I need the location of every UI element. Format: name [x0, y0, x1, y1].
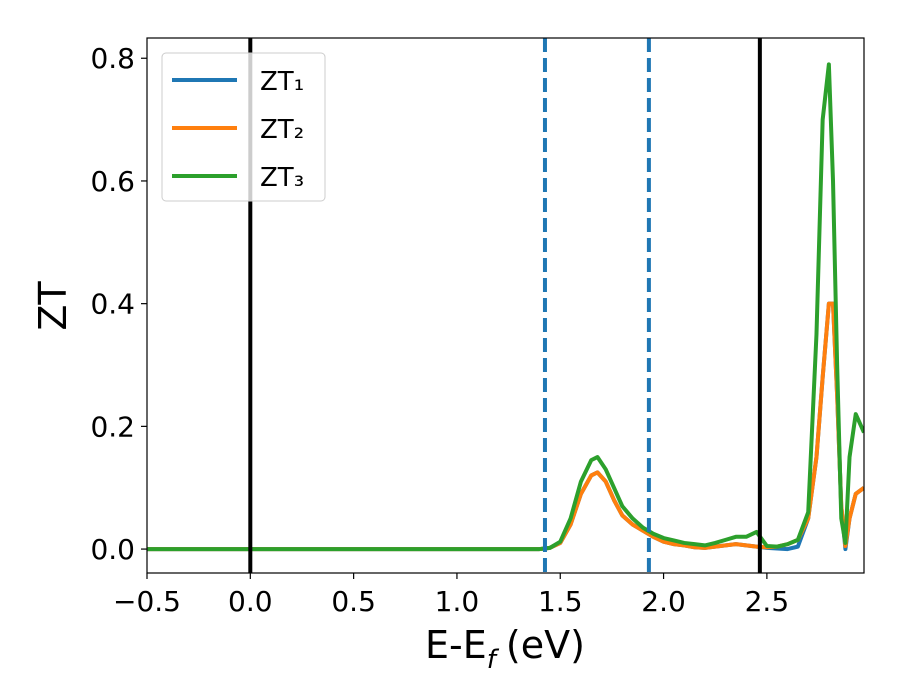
- x-label-unit: (eV): [506, 623, 585, 667]
- legend-label: ZT₁: [260, 67, 304, 97]
- x-tick-label: −0.5: [113, 585, 181, 618]
- x-tick-label: 1.5: [538, 585, 583, 618]
- y-tick-label: 0.6: [90, 165, 135, 198]
- y-tick-label: 0.4: [90, 288, 135, 321]
- x-axis-label: E-Ef (eV): [425, 623, 585, 675]
- x-tick-label: 2.5: [745, 585, 790, 618]
- x-tick-label: 0.5: [331, 585, 376, 618]
- legend-box: [161, 52, 326, 202]
- legend-label: ZT₃: [260, 163, 304, 193]
- series-line: [147, 62, 864, 552]
- x-tick-label: 2.0: [641, 585, 686, 618]
- series-line: [147, 301, 864, 552]
- y-tick-label: 0.2: [90, 410, 135, 443]
- y-tick-label: 0.0: [90, 533, 135, 566]
- legend-label: ZT₂: [260, 115, 304, 145]
- y-axis-label: ZT: [31, 281, 75, 331]
- x-tick-label: 1.0: [435, 585, 480, 618]
- axes-frame: [146, 37, 865, 574]
- x-label-main: E-E: [425, 623, 487, 667]
- y-tick-label: 0.8: [90, 42, 135, 75]
- x-tick-label: 0.0: [228, 585, 273, 618]
